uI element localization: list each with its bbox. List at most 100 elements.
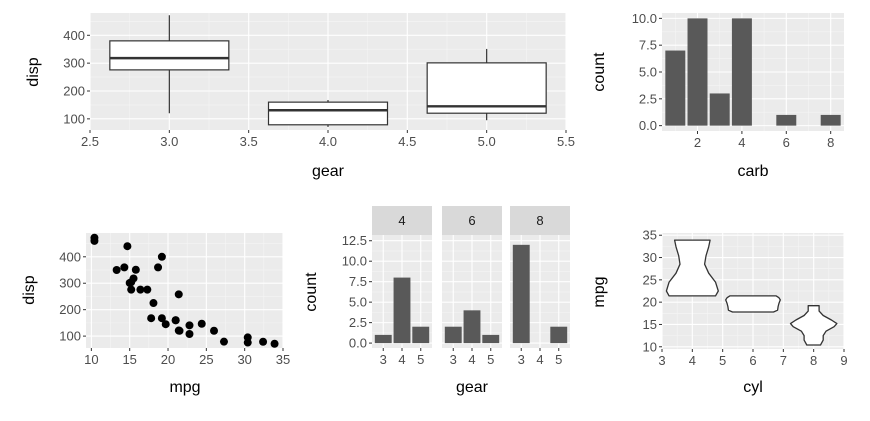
scatter-disp-vs-mpg: 10 15 20 25 30 35 100 200 300 400 mpg disp [21,233,290,396]
scatter-point [197,319,206,328]
x-tick-label: 3 [658,353,665,368]
x-tick-label: 4.5 [398,134,416,149]
scatter-point [147,314,156,323]
y-tick-label: 0.0 [639,118,657,133]
x-tick-label: 6 [783,135,790,150]
x-tick-label: 8 [827,135,834,150]
y-axis-title: count [303,272,320,312]
x-tick-label: 20 [161,352,175,367]
facet-strip-label: 8 [536,213,543,228]
scatter-point [185,321,194,330]
scatter-point [219,337,228,346]
bar [463,310,481,344]
bar [820,114,841,126]
y-tick-label: 100 [63,111,85,126]
scatter-point [174,326,183,335]
facet-strip-label: 6 [468,213,475,228]
y-tick-label: 0.0 [349,336,367,351]
x-tick-label: 3 [380,352,387,367]
x-tick-label: 4 [689,353,696,368]
facet-panel: 8 3 4 5 [510,206,570,367]
x-tick-label: 9 [840,353,847,368]
scatter-point [185,329,194,338]
scatter-point [125,278,134,287]
facet-strip-label: 4 [398,213,405,228]
scatter-point [270,339,279,348]
bar [776,114,797,126]
scatter-point [243,333,252,342]
x-tick-label: 30 [237,352,251,367]
y-tick-label: 10 [643,339,657,354]
facet-strip [442,206,502,235]
scatter-point [154,263,163,272]
box-iqr [109,40,230,71]
scatter-point [161,320,170,329]
bar [709,93,730,126]
scatter-point [157,314,166,323]
x-tick-label: 8 [810,353,817,368]
y-tick-label: 7.5 [349,274,367,289]
y-tick-label: 12.5 [342,233,367,248]
bar [687,18,708,126]
box-iqr [426,62,547,114]
y-tick-label: 25 [643,272,657,287]
scatter-point [143,285,152,294]
bar-count-by-carb: 2 4 6 8 0.0 2.5 5.0 7.5 10.0 carb count [591,11,844,180]
bar [550,326,568,344]
x-tick-label: 5 [417,352,424,367]
faceted-bar-count-by-gear: 43 4 563 4 583 4 50.02.55.07.510.012.5gearcoun… [303,206,570,396]
bar [393,277,411,344]
scatter-point [171,316,180,325]
x-tick-label: 5.0 [478,134,496,149]
facet-strip [372,206,432,235]
scatter-point [157,252,166,261]
x-tick-label: 3 [518,352,525,367]
y-tick-label: 300 [63,56,85,71]
scatter-point [174,290,183,299]
bar [731,18,752,126]
y-tick-label: 30 [643,250,657,265]
x-axis-title: gear [312,163,345,180]
facet-strip [510,206,570,235]
facet-panel: 6 3 4 5 [442,206,502,367]
y-tick-label: 400 [59,249,81,264]
y-tick-label: 7.5 [639,38,657,53]
x-tick-label: 10 [84,352,98,367]
scatter-point [127,285,136,294]
y-axis-title: count [591,52,608,92]
x-tick-label: 4 [536,352,543,367]
y-tick-label: 10.0 [342,254,367,269]
y-tick-label: 2.5 [639,91,657,106]
scatter-point [210,326,219,335]
x-axis-title: carb [737,163,768,180]
violin-shape [789,305,838,346]
y-tick-label: 5.0 [639,65,657,80]
x-tick-label: 6 [749,353,756,368]
bar [512,244,530,344]
y-tick-label: 100 [59,329,81,344]
x-tick-label: 5 [555,352,562,367]
bar [665,50,686,126]
y-tick-label: 2.5 [349,315,367,330]
x-tick-label: 5.5 [557,134,575,149]
y-tick-label: 20 [643,295,657,310]
x-tick-label: 15 [122,352,136,367]
x-tick-label: 2 [694,135,701,150]
y-tick-label: 200 [59,302,81,317]
bar [444,326,462,344]
x-axis-title: gear [456,379,489,396]
box-iqr [267,101,389,126]
x-tick-label: 5 [487,352,494,367]
x-axis-title: cyl [743,379,763,396]
x-tick-label: 35 [276,352,290,367]
y-tick-label: 10.0 [632,11,657,26]
bar [374,334,392,344]
x-tick-label: 25 [199,352,213,367]
x-tick-label: 3.5 [240,134,258,149]
x-axis-title: mpg [169,379,200,396]
x-tick-label: 3.0 [160,134,178,149]
x-tick-label: 5 [719,353,726,368]
bar [482,334,500,344]
violin-shape [665,239,719,297]
